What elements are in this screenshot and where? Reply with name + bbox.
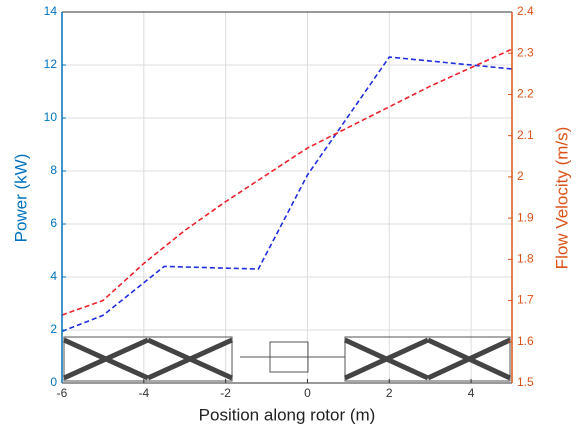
- y2-tick-label: 1.6: [517, 334, 534, 348]
- y-axis-label: Power (kW): [11, 154, 30, 243]
- y2-tick-label: 2.4: [517, 4, 534, 18]
- rotor-blades: [62, 337, 234, 381]
- y-tick-label: 2: [50, 322, 57, 336]
- y2-tick-label: 2.1: [517, 128, 534, 142]
- y2-tick-label: 2.2: [517, 87, 534, 101]
- x-tick-label: -4: [138, 386, 149, 400]
- y-tick-label: 12: [44, 57, 58, 71]
- y2-tick-label: 1.8: [517, 252, 534, 266]
- x-tick-label: -6: [57, 386, 68, 400]
- y-tick-label: 14: [44, 4, 58, 18]
- y-tick-label: 10: [44, 110, 58, 124]
- rotor-right: [344, 336, 511, 382]
- series-line: [61, 48, 513, 316]
- x-tick-label: 0: [304, 386, 311, 400]
- x-axis-label: Position along rotor (m): [199, 405, 376, 424]
- rotor-blades: [343, 337, 512, 381]
- x-tick-label: 4: [468, 386, 475, 400]
- y2-tick-label: 2: [517, 169, 524, 183]
- y-tick-label: 6: [50, 216, 57, 230]
- y2-tick-label: 1.7: [517, 293, 534, 307]
- y2-axis-label: Flow Velocity (m/s): [552, 127, 571, 270]
- x-tick-label: -2: [220, 386, 231, 400]
- rotor-left: [63, 336, 233, 382]
- series-line: [61, 56, 513, 333]
- rotor-illustration: [62, 336, 512, 382]
- y-tick-label: 4: [50, 269, 57, 283]
- plot-area: [62, 12, 512, 383]
- y-tick-label: 8: [50, 163, 57, 177]
- y2-tick-label: 1.9: [517, 210, 534, 224]
- y2-tick-label: 1.5: [517, 375, 534, 389]
- y2-tick-label: 2.3: [517, 45, 534, 59]
- x-tick-label: 2: [386, 386, 393, 400]
- y-tick-label: 0: [50, 375, 57, 389]
